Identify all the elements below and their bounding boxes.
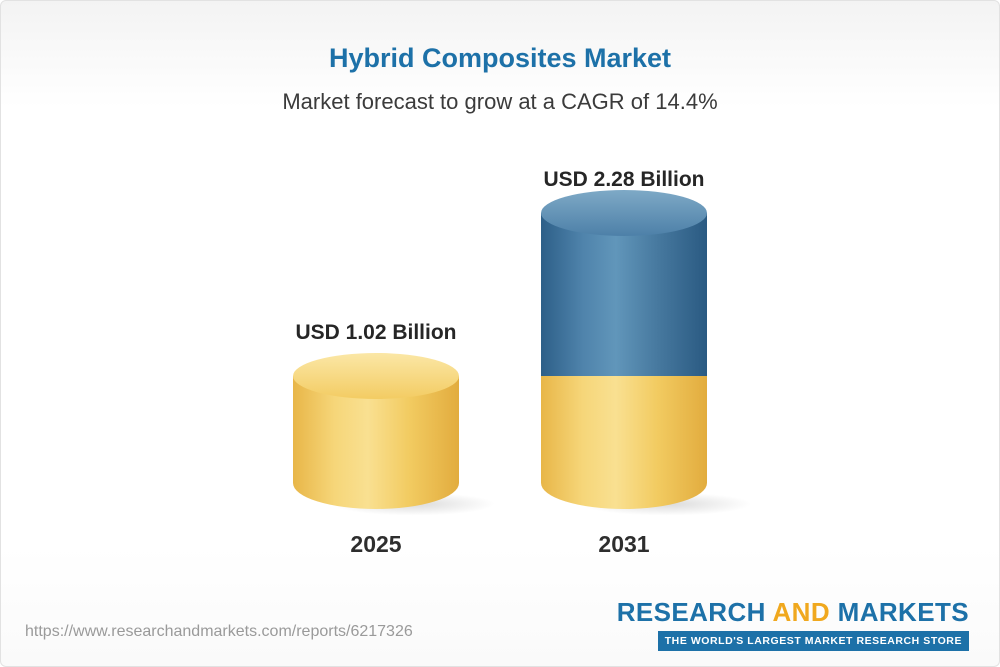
value-label-2025: USD 1.02 Billion — [295, 321, 457, 344]
bar-2031-cylinder — [541, 189, 707, 509]
brand-tagline: THE WORLD'S LARGEST MARKET RESEARCH STOR… — [657, 631, 969, 651]
bar-2031-top-ellipse — [541, 189, 707, 236]
logo-word-markets: MARKETS — [837, 597, 969, 627]
bar-2031-gold-body — [541, 376, 707, 509]
brand-logo-text: RESEARCH AND MARKETS — [617, 597, 969, 628]
value-label-2031: USD 2.28 Billion — [543, 168, 705, 191]
category-label-2025: 2025 — [350, 531, 402, 557]
bar-2025-top-ellipse — [293, 353, 459, 400]
chart-title: Hybrid Composites Market — [328, 43, 672, 73]
report-url-link[interactable]: https://www.researchandmarkets.com/repor… — [25, 623, 413, 640]
bar-2031-blue-body — [541, 212, 707, 377]
brand-logo: RESEARCH AND MARKETS THE WORLD'S LARGEST… — [617, 597, 969, 651]
chart-subtitle: Market forecast to grow at a CAGR of 14.… — [282, 89, 718, 114]
logo-word-research: RESEARCH — [616, 597, 766, 627]
category-label-2031: 2031 — [598, 531, 650, 557]
bar-2025-cylinder — [293, 353, 459, 509]
logo-word-and: AND — [772, 597, 831, 627]
